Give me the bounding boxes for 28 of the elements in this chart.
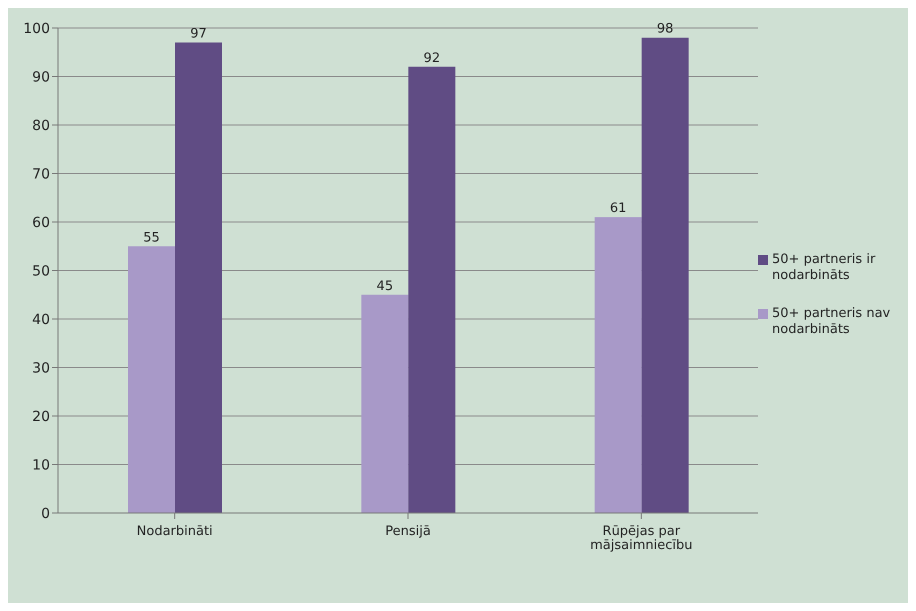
data-label: 98 [656,22,674,37]
data-label: 61 [610,201,626,216]
x-tick-label: Pensijā [385,524,431,539]
bar [361,294,408,513]
y-tick-label: 100 [23,20,50,37]
y-tick-label: 40 [32,312,50,328]
data-label: 97 [190,26,207,42]
bar [642,38,689,513]
bar [128,246,175,513]
legend-label: 50+ partneris nav nodarbināts [772,306,892,338]
y-tick-label: 20 [32,408,50,425]
x-tick-label: Rūpējas par mājsaimniecību [590,524,693,553]
data-label: 92 [424,50,440,66]
y-tick-label: 50 [32,263,50,280]
legend-label: 50+ partneris ir nodarbināts [772,252,876,284]
y-tick-label: 0 [41,506,50,522]
y-tick-label: 60 [32,214,50,231]
y-tick-label: 10 [32,457,50,474]
data-label: 55 [143,230,160,246]
bar [175,42,222,513]
y-tick-label: 70 [32,166,50,182]
y-tick-label: 80 [32,118,50,134]
data-label: 45 [376,278,394,294]
x-tick-label: Nodarbināti [136,524,213,539]
y-tick-label: 90 [32,69,50,86]
bar [408,66,456,513]
y-tick-label: 30 [32,360,50,376]
bar [594,217,642,513]
